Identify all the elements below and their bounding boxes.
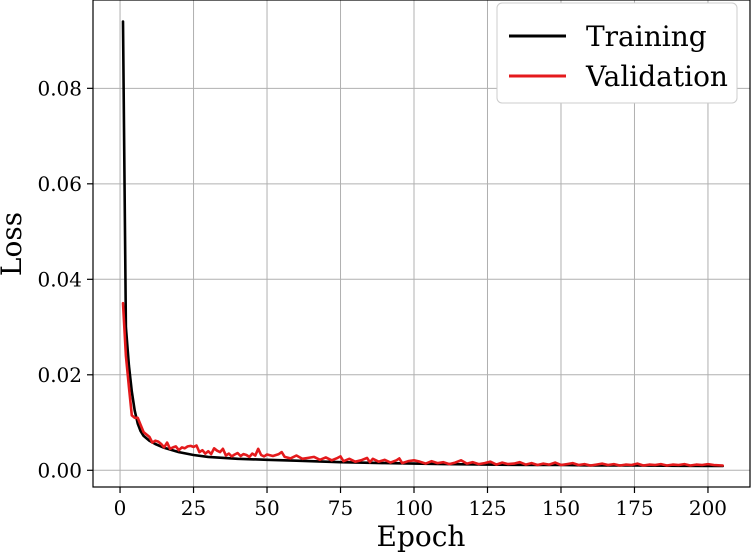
legend-box [496, 2, 738, 104]
y-tick-label: 0.00 [37, 458, 82, 482]
x-tick-label: 50 [254, 496, 279, 520]
x-tick-label: 150 [542, 496, 580, 520]
x-axis-label: Epoch [377, 520, 466, 552]
y-axis-label: Loss [0, 212, 28, 276]
x-tick-label: 75 [328, 496, 353, 520]
series-line-training [121, 20, 725, 468]
x-tick-label: 200 [689, 496, 727, 520]
series-line-validation [121, 301, 725, 467]
y-tick-label: 0.08 [37, 76, 82, 100]
plot-frame [92, 0, 751, 488]
x-tick-label: 100 [395, 496, 433, 520]
x-tick-label: 0 [114, 496, 127, 520]
y-axis-ticks: 0.00 0.02 0.04 0.06 0.08 [37, 76, 93, 482]
y-tick-label: 0.04 [37, 267, 82, 291]
x-axis-ticks: 0 25 50 75 100 125 150 175 200 [114, 487, 727, 520]
x-tick-label: 25 [181, 496, 206, 520]
legend: Training Validation [496, 2, 738, 104]
y-tick-label: 0.06 [37, 172, 82, 196]
series-lines [121, 20, 725, 468]
legend-label-validation: Validation [585, 60, 728, 93]
x-tick-label: 125 [468, 496, 506, 520]
x-tick-label: 175 [615, 496, 653, 520]
y-tick-label: 0.02 [37, 363, 82, 387]
legend-label-training: Training [586, 20, 707, 53]
